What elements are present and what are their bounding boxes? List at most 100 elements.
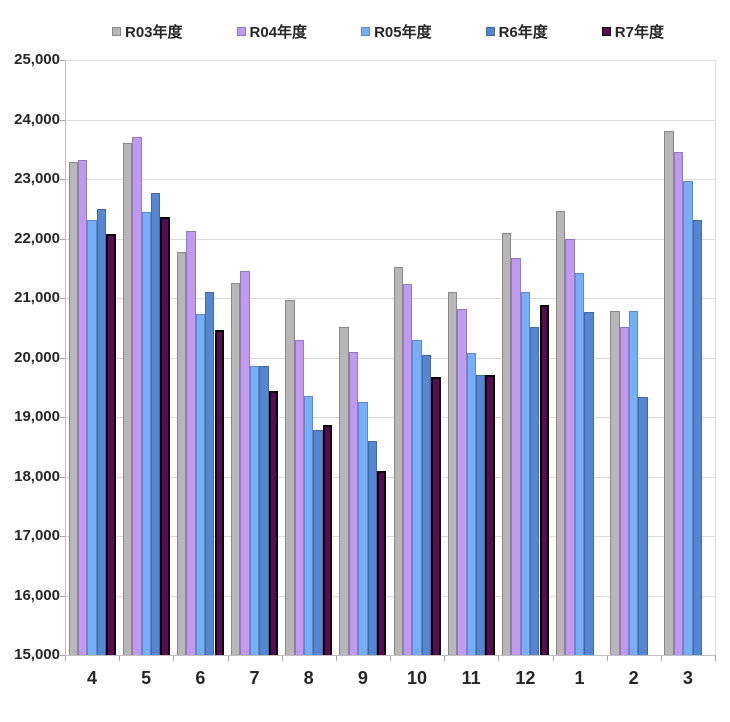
y-tick-label: 24,000 (14, 111, 60, 128)
bar-R05年度-month-7 (249, 366, 260, 655)
bar-R05年度-month-2 (629, 310, 639, 655)
gridline (65, 179, 715, 180)
y-axis-tick (60, 477, 65, 478)
y-tick-label: 21,000 (14, 289, 60, 306)
legend-item: R04年度 (236, 21, 307, 42)
x-axis-tick (119, 656, 120, 661)
bar-R04年度-month-1 (565, 239, 575, 655)
y-tick-label: 15,000 (14, 646, 60, 663)
bar-R05年度-month-10 (412, 340, 422, 655)
bar-R03年度-month-11 (447, 291, 458, 655)
y-axis-tick (60, 179, 65, 180)
x-tick-label: 1 (574, 668, 585, 688)
x-tick-label: 4 (86, 668, 97, 688)
bar-R05年度-month-1 (574, 273, 585, 655)
y-axis-line (65, 60, 66, 656)
bar-R6年度-month-6 (205, 291, 215, 655)
bar-R03年度-month-5 (122, 143, 133, 655)
bar-R7年度-month-5 (160, 217, 170, 655)
bar-R6年度-month-8 (313, 430, 323, 655)
bar-R05年度-month-4 (87, 220, 97, 655)
x-axis-line (65, 655, 716, 656)
gridline (65, 358, 715, 359)
x-tick-label: 5 (141, 668, 152, 688)
y-axis-tick (60, 655, 65, 656)
legend-item: R6年度 (485, 21, 548, 42)
plot-area (60, 60, 716, 661)
bar-R03年度-month-8 (285, 300, 295, 655)
y-tick-label: 16,000 (14, 587, 60, 604)
bar-R7年度-month-10 (431, 376, 441, 655)
bar-R7年度-month-9 (377, 471, 387, 655)
legend-item: R7年度 (601, 21, 664, 42)
x-axis-tick (173, 656, 174, 661)
chart-legend: R03年度 R04年度 R05年度 R6年度 R7年度 (112, 21, 664, 42)
x-axis-tick (65, 656, 66, 661)
y-axis-tick (60, 120, 65, 121)
gridline (65, 60, 715, 61)
legend-marker-icon (112, 27, 121, 36)
y-tick-label: 23,000 (14, 170, 60, 187)
y-tick-label: 22,000 (14, 230, 60, 247)
bar-R6年度-month-12 (530, 327, 540, 655)
bar-R03年度-month-4 (68, 162, 78, 655)
bar-R05年度-month-12 (520, 292, 531, 655)
y-axis-tick (60, 417, 65, 418)
bar-R6年度-month-11 (475, 375, 486, 655)
bar-R03年度-month-12 (501, 233, 512, 655)
bar-R05年度-month-3 (683, 181, 693, 655)
gridline (65, 417, 715, 418)
x-axis-tick (282, 656, 283, 661)
bar-R05年度-month-11 (466, 352, 476, 655)
bar-R04年度-month-5 (132, 136, 142, 655)
y-axis-tick (60, 536, 65, 537)
bar-R6年度-month-7 (259, 365, 269, 655)
bar-R6年度-month-1 (584, 311, 594, 655)
bar-R03年度-month-10 (393, 266, 403, 655)
gridline (65, 120, 715, 121)
bar-R6年度-month-5 (150, 192, 161, 655)
bar-R6年度-month-3 (692, 220, 702, 655)
y-tick-label: 20,000 (14, 349, 60, 366)
y-tick-label: 18,000 (14, 468, 60, 485)
bar-R05年度-month-5 (141, 212, 151, 655)
bar-R03年度-month-7 (231, 283, 241, 655)
bar-R7年度-month-8 (322, 424, 333, 655)
bar-R04年度-month-8 (294, 339, 305, 655)
x-tick-label: 6 (195, 668, 206, 688)
x-axis-tick (498, 656, 499, 661)
y-axis-tick (60, 239, 65, 240)
y-tick-label: 25,000 (14, 51, 60, 68)
bar-R03年度-month-1 (556, 211, 566, 655)
bar-R7年度-month-6 (214, 329, 224, 655)
legend-marker-icon (236, 27, 246, 36)
bar-R03年度-month-9 (339, 327, 349, 655)
bar-R04年度-month-6 (186, 230, 196, 655)
x-axis-tick (607, 656, 608, 661)
bar-R04年度-month-9 (348, 352, 359, 655)
x-axis-tick (336, 656, 337, 661)
bar-R04年度-month-3 (673, 151, 684, 655)
gridline (65, 477, 715, 478)
x-axis-tick (715, 656, 716, 661)
y-axis-tick (60, 358, 65, 359)
bar-R04年度-month-12 (511, 257, 521, 655)
bar-R05年度-month-6 (195, 314, 206, 655)
bar-R7年度-month-7 (268, 391, 279, 655)
legend-item: R05年度 (361, 21, 432, 42)
gridline (65, 536, 715, 537)
bar-R03年度-month-2 (610, 310, 620, 655)
x-axis-tick (444, 656, 445, 661)
legend-marker-icon (601, 27, 611, 36)
gridline (65, 596, 715, 597)
x-tick-label: 12 (515, 668, 536, 688)
legend-item: R03年度 (112, 21, 183, 42)
bar-R03年度-month-3 (664, 130, 674, 655)
x-tick-label: 3 (682, 668, 693, 688)
gridline (65, 298, 715, 299)
bar-R05年度-month-8 (304, 395, 314, 655)
x-axis-tick (228, 656, 229, 661)
bar-R6年度-month-2 (638, 396, 648, 655)
bar-R03年度-month-6 (176, 251, 187, 655)
